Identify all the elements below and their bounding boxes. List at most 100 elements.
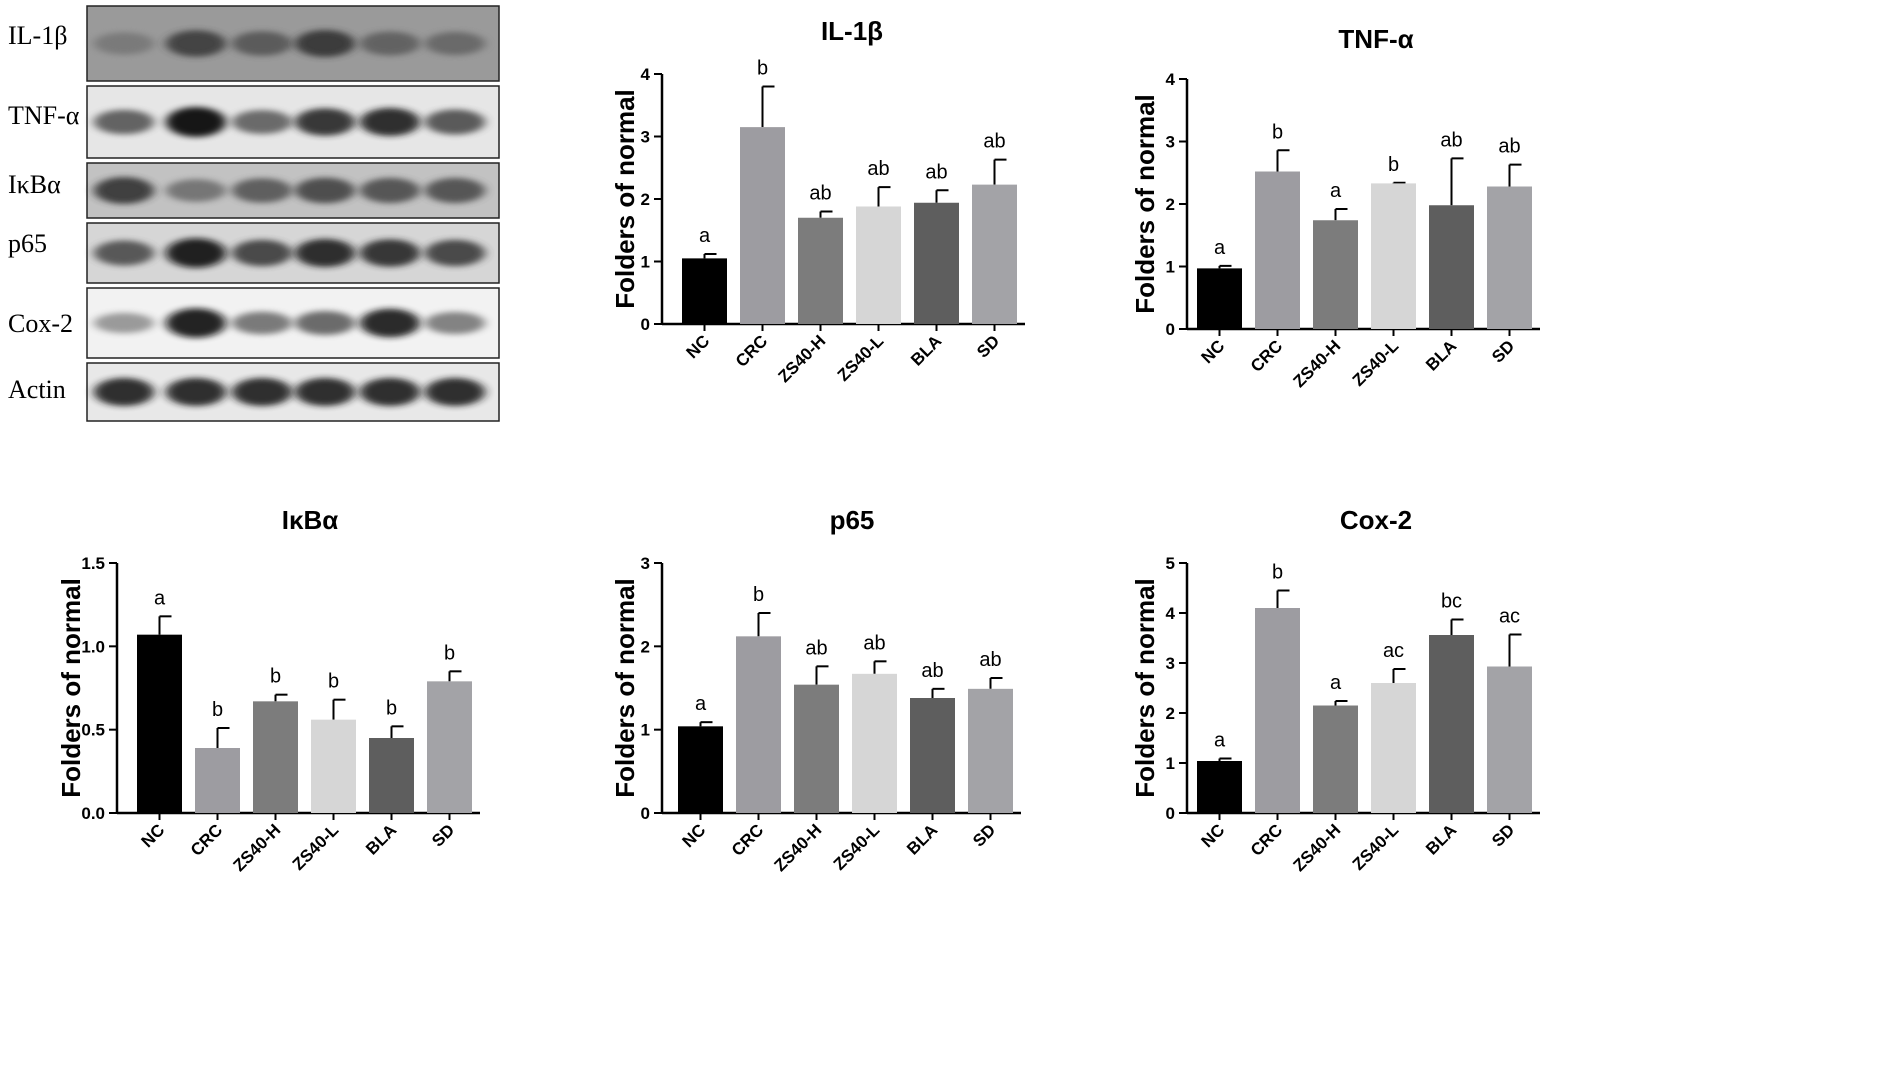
blot-band <box>295 238 355 268</box>
category-label: ZS40-L <box>1349 820 1403 874</box>
category-label: SD <box>969 820 999 850</box>
significance-label: ab <box>867 158 889 180</box>
category-label: ZS40-H <box>1289 820 1344 875</box>
bar-zs40-h <box>798 217 843 324</box>
blot-band <box>166 308 226 338</box>
blot-strip: IL-1β <box>8 5 500 82</box>
category-label: CRC <box>732 331 771 370</box>
blot-band <box>94 240 154 266</box>
bar-bla <box>1429 635 1474 813</box>
category-label: NC <box>1198 820 1229 851</box>
significance-label: a <box>1214 237 1226 259</box>
y-tick-label: 1 <box>1166 754 1175 773</box>
blot-band <box>232 31 292 56</box>
category-label: SD <box>1488 336 1518 366</box>
chart-title: IL-1β <box>821 16 883 46</box>
blot-band <box>425 311 485 335</box>
y-tick-label: 4 <box>1166 70 1176 89</box>
bar-sd <box>1487 666 1532 813</box>
category-label: NC <box>679 820 710 851</box>
bar-crc <box>195 748 240 813</box>
y-axis-label: Folders of normal <box>610 578 640 798</box>
category-label: NC <box>683 331 714 362</box>
significance-label: b <box>1388 154 1399 176</box>
significance-label: a <box>699 225 711 247</box>
blot-band <box>360 239 420 267</box>
chart-title: TNF-α <box>1338 24 1413 54</box>
category-label: ZS40-L <box>830 820 884 874</box>
bar-zs40-l <box>856 206 901 324</box>
y-tick-label: 3 <box>641 128 650 147</box>
blot-band <box>232 311 292 335</box>
category-label: BLA <box>903 820 941 858</box>
blot-label: TNF-α <box>8 101 80 130</box>
y-tick-label: 4 <box>641 65 651 84</box>
significance-label: ab <box>925 161 947 183</box>
bar-nc <box>137 634 182 813</box>
y-tick-label: 0 <box>1166 320 1175 339</box>
blot-band <box>232 377 292 407</box>
y-axis-label: Folders of normal <box>1130 94 1160 314</box>
blot-strip: Actin <box>8 362 500 422</box>
significance-label: bc <box>1441 591 1462 613</box>
blot-band <box>295 30 355 57</box>
blot-band <box>295 108 355 136</box>
significance-label: b <box>1272 121 1283 143</box>
bar-bla <box>914 202 959 324</box>
blot-label: Actin <box>8 375 66 404</box>
category-label: ZS40-L <box>834 331 888 385</box>
blot-band <box>295 377 355 407</box>
significance-label: ab <box>983 131 1005 153</box>
y-tick-label: 2 <box>1166 704 1175 723</box>
blot-band <box>360 177 420 204</box>
bar-bla <box>1429 205 1474 329</box>
significance-label: ab <box>805 637 827 659</box>
blot-strip: Cox-2 <box>8 287 500 359</box>
bar-crc <box>740 127 785 324</box>
category-label: ZS40-H <box>1289 336 1344 391</box>
bar-chart-2: IκBα Folders of normal 0.0 0.5 1.0 1.5 a NC b CRC… <box>56 505 480 875</box>
bar-nc <box>682 258 727 324</box>
category-label: CRC <box>1247 336 1286 375</box>
y-axis-label: Folders of normal <box>56 578 86 798</box>
significance-label: b <box>328 671 339 693</box>
category-label: CRC <box>1247 820 1286 859</box>
y-tick-label: 1.5 <box>81 554 105 573</box>
category-label: SD <box>428 820 458 850</box>
y-tick-label: 1 <box>641 721 650 740</box>
y-tick-label: 2 <box>1166 195 1175 214</box>
y-tick-label: 5 <box>1166 554 1175 573</box>
category-label: ZS40-H <box>229 820 284 875</box>
category-label: CRC <box>187 820 226 859</box>
blot-label: p65 <box>8 229 47 258</box>
category-label: BLA <box>1422 820 1460 858</box>
blot-band <box>295 311 355 335</box>
chart-title: IκBα <box>282 505 338 535</box>
chart-title: Cox-2 <box>1340 505 1412 535</box>
y-axis-label: Folders of normal <box>610 89 640 309</box>
significance-label: ac <box>1499 606 1520 628</box>
blot-band <box>166 238 226 268</box>
blot-band <box>94 377 154 407</box>
category-label: ZS40-L <box>1349 336 1403 390</box>
blot-band <box>94 312 154 334</box>
significance-label: a <box>1330 180 1342 202</box>
bar-bla <box>910 698 955 813</box>
category-label: ZS40-H <box>770 820 825 875</box>
significance-label: ab <box>921 660 943 682</box>
category-label: ZS40-L <box>289 820 343 874</box>
bar-sd <box>427 681 472 813</box>
y-tick-label: 3 <box>641 554 650 573</box>
y-tick-label: 1 <box>641 253 650 272</box>
blot-band <box>166 107 226 137</box>
blot-strip: TNF-α <box>8 85 500 159</box>
bar-crc <box>1255 608 1300 813</box>
western-blot-panel: IL-1β TNF-α IκBα p65 Cox-2 Actin <box>8 5 500 422</box>
blot-band <box>94 32 154 55</box>
blot-band <box>232 239 292 267</box>
y-tick-label: 0 <box>641 804 650 823</box>
bar-zs40-h <box>253 701 298 813</box>
y-tick-label: 0 <box>641 315 650 334</box>
